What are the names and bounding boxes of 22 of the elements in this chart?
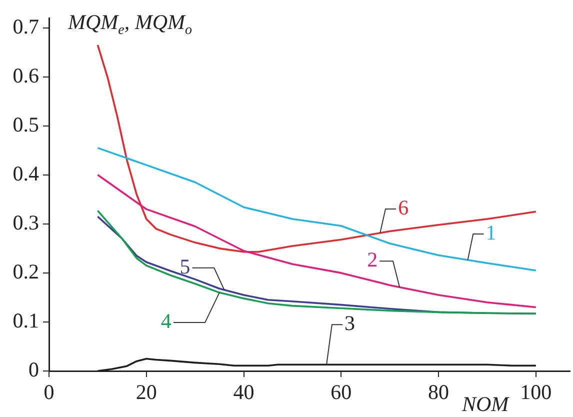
x-tick-label: 60 — [330, 380, 352, 404]
series-label: 5 — [180, 254, 190, 278]
x-tick-label: 40 — [233, 380, 254, 404]
y-tick-label: 0.3 — [12, 210, 39, 234]
y-tick-label: 0.6 — [12, 63, 39, 88]
x-tick-label: 100 — [520, 380, 552, 404]
y-axis-title: MQM$_{e}$, MQM$_{o}$ — [68, 10, 192, 40]
y-tick-label: 0.5 — [12, 112, 39, 136]
x-axis-title: NOM — [462, 392, 509, 417]
y-tick-label: 0.2 — [12, 259, 39, 284]
x-tick-label: 80 — [428, 380, 450, 404]
series-label: 3 — [344, 311, 356, 336]
y-tick-label: 0.4 — [12, 161, 40, 186]
y-tick-label: 0.1 — [12, 308, 39, 332]
series-label: 1 — [486, 220, 496, 245]
series-label: 2 — [367, 248, 378, 272]
series-label: 6 — [398, 195, 409, 220]
y-tick-label: 0.7 — [12, 14, 39, 38]
x-tick-label: 20 — [136, 380, 157, 404]
y-tick-label: 0 — [28, 358, 39, 382]
x-tick-label: 0 — [44, 380, 54, 404]
series-label: 4 — [160, 309, 172, 334]
